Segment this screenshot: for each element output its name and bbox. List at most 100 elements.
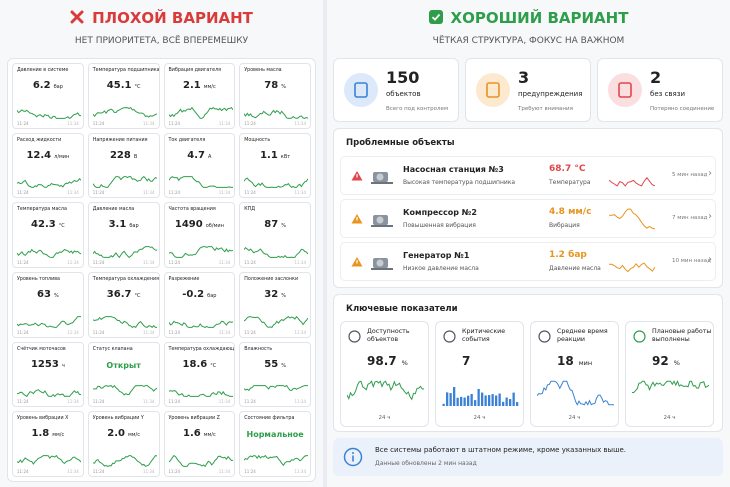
kpi-section: Ключевые показатели Доступность объектов…	[333, 294, 723, 432]
sparkline	[92, 106, 157, 118]
metric-tile: Ток двигателя 4.7 А 11:24 11:34	[163, 132, 236, 199]
value: 98.7	[367, 354, 397, 368]
value: 32	[264, 288, 279, 300]
value: Открыт	[106, 360, 141, 370]
spark-bar	[456, 397, 459, 406]
tile-label: Температура подшипника	[92, 68, 160, 73]
sparkline	[92, 315, 157, 328]
value: 12.4	[26, 149, 52, 161]
time-start: 11:24	[92, 468, 105, 474]
kpi-label: Критические события	[462, 328, 506, 343]
sparkline	[347, 380, 424, 401]
metric-tile: Температура подшипника 45.1 °C 11:24 11:34	[87, 63, 160, 129]
time-start: 11:24	[17, 468, 29, 474]
time-end: 11:34	[142, 399, 155, 405]
tile-label: Счётчик моточасов	[17, 346, 66, 352]
sparkline	[244, 385, 309, 392]
spark-line	[92, 246, 157, 258]
time-start: 11:24	[168, 190, 181, 196]
value: 18.6	[182, 358, 208, 370]
problem-name: Насосная станция №3	[403, 165, 504, 174]
time-start: 11:24	[92, 190, 105, 196]
bad-header: ПЛОХОЙ ВАРИАНТ	[0, 9, 323, 27]
metric-tile: Уровень вибрации Y 2.0 мм/с 11:24 11:34	[87, 411, 160, 477]
ring	[633, 330, 646, 343]
sparkline	[168, 390, 233, 398]
tile-value: 63%	[17, 289, 79, 300]
time-end: 11:34	[142, 468, 155, 474]
time-end: 11:34	[218, 399, 231, 405]
tile-value: 1490 об/мин	[169, 219, 231, 230]
check-icon	[428, 10, 443, 24]
spark-bar	[484, 395, 487, 406]
tile-value: 55%	[244, 359, 306, 370]
time-start: 11:24	[168, 399, 181, 405]
problem-metric: Давление масла	[549, 265, 601, 272]
sparkline	[168, 106, 233, 119]
kpi-card: Среднее время реакции 18 мин 24 ч	[530, 321, 619, 427]
metric-tile: Температура охлаждения 36.7 °C 11:24 11:34	[87, 271, 160, 338]
chevron[interactable]: ›	[708, 254, 712, 265]
sparkline	[17, 248, 81, 258]
info-bar: Все системы работают в штатном режиме, к…	[333, 438, 723, 476]
problem-value: 68.7 °C	[549, 164, 586, 174]
spark-line	[244, 385, 309, 392]
spark-bar	[470, 393, 473, 406]
summary-label: предупреждения	[518, 90, 583, 98]
metric-tile: Положение заслонки 32% 11:24 11:34	[239, 271, 311, 338]
sparkline	[609, 208, 655, 230]
chevron[interactable]: ›	[708, 168, 712, 179]
value: 87	[264, 219, 279, 231]
metric-tile: Уровень топлива 63% 11:24 11:34	[12, 271, 84, 338]
kpi-period: 24 ч	[663, 415, 676, 421]
spark-line	[168, 454, 233, 467]
tile-label: Уровень вибрации Z	[168, 416, 220, 422]
value: 55	[264, 358, 279, 370]
time-start: 11:24	[244, 120, 256, 126]
wheel	[376, 216, 384, 224]
time-end: 11:34	[218, 190, 231, 196]
tile-value: 6.2 бар	[17, 80, 79, 91]
tile-label: Давление масла	[92, 207, 135, 213]
unit: мм/с	[127, 432, 140, 439]
kpi-period: 24 ч	[473, 415, 486, 421]
icon-glyph	[354, 82, 368, 98]
spark-line	[168, 176, 233, 189]
spark-bar	[481, 392, 484, 406]
chevron[interactable]: ›	[708, 211, 712, 222]
tile-value: 1.6 мм/с	[169, 428, 231, 439]
metric-tile: Уровень масла 78% 11:24 11:34	[239, 63, 311, 129]
spark-bar	[498, 393, 501, 406]
unit: °C	[134, 292, 141, 299]
spark-line	[92, 315, 157, 328]
base	[371, 268, 393, 270]
unit: В	[133, 153, 138, 160]
spark-line	[92, 385, 157, 396]
kpi-label: Доступность объектов	[367, 328, 410, 343]
problem-time: 5 мин назад	[672, 172, 708, 178]
spark-bar	[502, 401, 505, 406]
sparkline	[609, 176, 655, 187]
kpi-icon	[443, 330, 456, 343]
wheel	[376, 259, 384, 267]
value: 4.7	[187, 149, 206, 161]
value: 92	[652, 354, 669, 368]
kpi-label: Плановые работы выполнены	[652, 328, 712, 343]
unit: °C	[134, 84, 141, 90]
tile-value: 18.6 °C	[169, 359, 231, 370]
metric-tile: Расход жидкости 12.4 л/мин 11:24 11:34	[12, 132, 84, 199]
kpi-icon	[538, 330, 551, 343]
unit: об/мин	[205, 223, 224, 230]
spark-line	[632, 380, 709, 393]
summary-card: 2 без связи Потеряно соединение	[597, 58, 723, 122]
metric-tile: Давление в системе 6.2 бар 11:24 11:34	[12, 63, 84, 129]
tile-label: Уровень вибрации X	[17, 416, 69, 422]
tile-value: 1.8 мм/с	[17, 428, 79, 439]
metric-tile: Мощность 1.1 кВт 11:24 11:34	[239, 132, 311, 199]
kpi-card: Плановые работы выполнены 92% 24 ч	[625, 321, 714, 427]
time-start: 11:24	[244, 468, 256, 474]
time-start: 11:24	[244, 329, 256, 335]
time-start: 11:24	[244, 399, 256, 405]
spark-bar	[491, 394, 494, 406]
